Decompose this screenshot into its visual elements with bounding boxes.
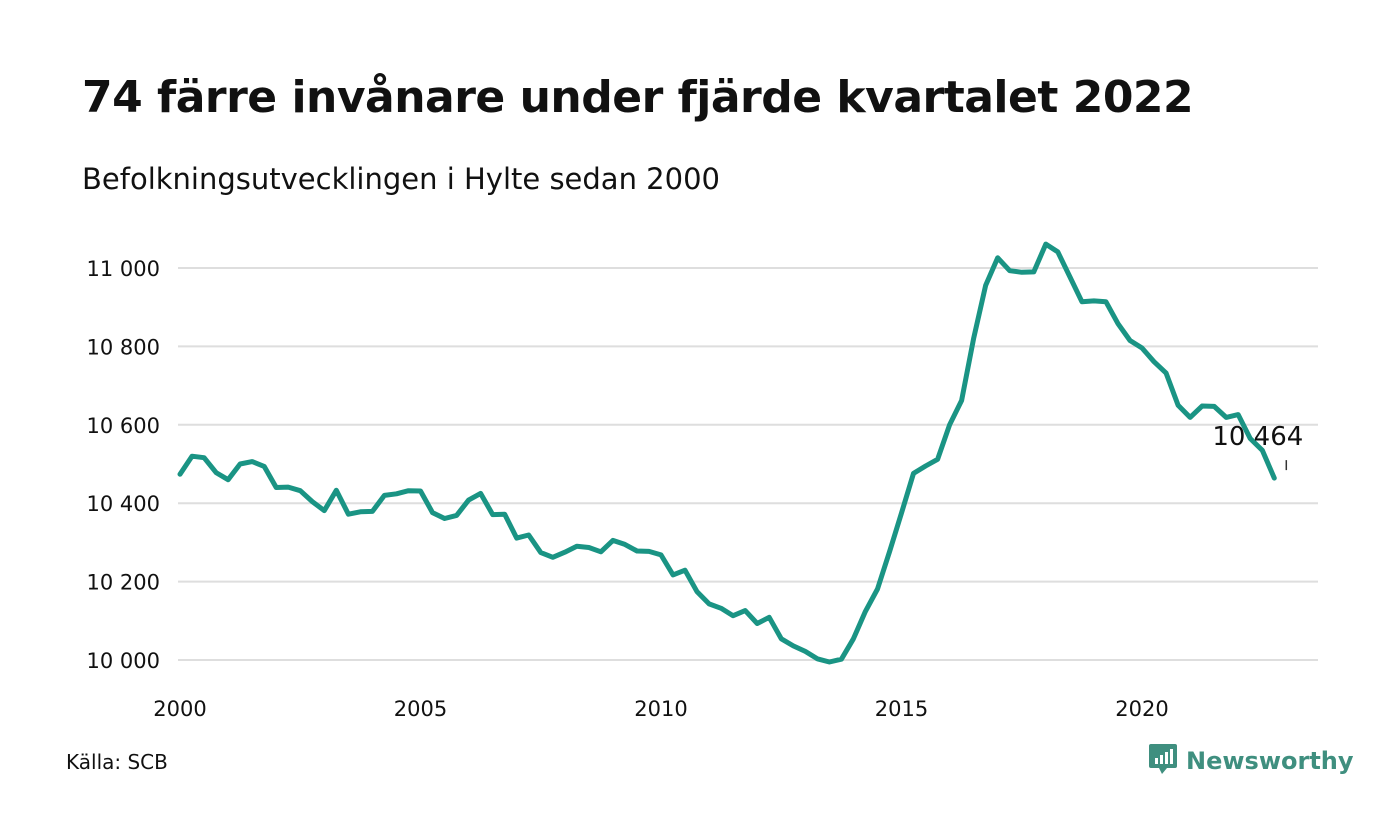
chart-title: 74 färre invånare under fjärde kvartalet…: [82, 72, 1194, 123]
source-label: Källa: SCB: [66, 750, 168, 774]
series-layer: [177, 241, 1277, 665]
population-series-line: [177, 241, 1277, 665]
y-tick-label: 10 200: [87, 571, 160, 595]
annotation-layer: 10 464: [1212, 422, 1303, 471]
y-tick-label: 10 800: [87, 335, 160, 359]
x-tick-label: 2000: [153, 697, 206, 721]
chart-bubble-icon: [1148, 742, 1178, 780]
last-value-label: 10 464: [1212, 422, 1303, 452]
y-tick-label: 10 600: [87, 414, 160, 438]
x-tick-label: 2020: [1115, 697, 1168, 721]
chart-subtitle: Befolkningsutvecklingen i Hylte sedan 20…: [82, 162, 720, 196]
y-tick-label: 10 400: [87, 492, 160, 516]
grid-lines: [178, 267, 1318, 661]
x-tick-label: 2015: [875, 697, 928, 721]
y-tick-label: 11 000: [87, 257, 160, 281]
brand-logo[interactable]: Newsworthy: [1148, 742, 1354, 780]
y-axis-tick-labels: 10 000 10 200 10 400 10 600 10 800 11 000: [87, 257, 160, 673]
x-tick-label: 2005: [394, 697, 447, 721]
x-tick-label: 2010: [634, 697, 687, 721]
y-tick-label: 10 000: [87, 649, 160, 673]
x-axis-tick-labels: 2000 2005 2010 2015 2020: [153, 697, 1168, 721]
brand-name: Newsworthy: [1186, 747, 1354, 775]
